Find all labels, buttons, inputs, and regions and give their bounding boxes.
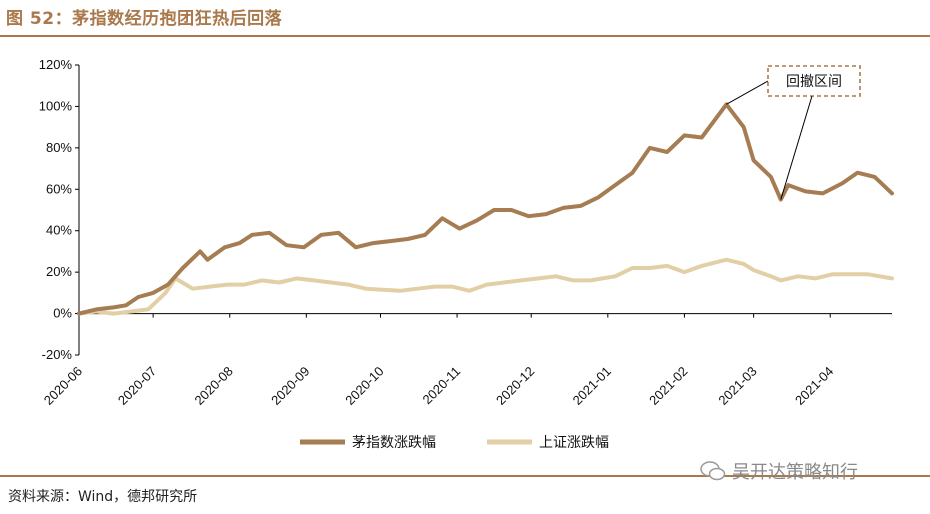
x-tick-label: 2021-02	[646, 364, 690, 408]
x-tick-label: 2021-01	[570, 364, 614, 408]
legend-label: 茅指数涨跌幅	[352, 435, 436, 451]
watermark-text: 吴开达策略知行	[732, 462, 858, 483]
x-tick-label: 2020-09	[268, 364, 312, 408]
legend-label: 上证涨跌幅	[539, 435, 609, 451]
source-note: 资料来源：Wind，德邦研究所	[8, 489, 198, 505]
y-tick-label: 100%	[39, 98, 73, 113]
y-tick-label: 120%	[39, 57, 73, 72]
x-tick-label: 2020-12	[493, 364, 537, 408]
x-tick-label: 2020-10	[342, 364, 386, 408]
wechat-icon	[700, 461, 726, 481]
x-tick-label: 2020-08	[192, 364, 236, 408]
x-tick-label: 2021-04	[792, 364, 836, 408]
annotation-leader-trough	[780, 95, 813, 200]
figure-title: 图 52：茅指数经历抱团狂热后回落	[6, 9, 283, 29]
y-tick-label: 40%	[46, 223, 72, 238]
chart-legend: 茅指数涨跌幅 上证涨跌幅	[300, 435, 609, 451]
x-tick-label: 2020-07	[115, 364, 159, 408]
annotation-label: 回撤区间	[786, 74, 842, 90]
series-line-mao-index	[77, 102, 894, 316]
y-tick-label: 0%	[53, 306, 72, 321]
chart-series	[77, 102, 894, 316]
watermark: 吴开达策略知行	[700, 458, 858, 484]
x-tick-label: 2020-11	[420, 364, 464, 408]
y-tick-label: 80%	[46, 140, 72, 155]
x-tick-label: 2020-06	[41, 364, 85, 408]
chart-axes: -20% 0% 20% 40% 60% 80% 100% 120% 2020-06 2020-07…	[39, 57, 892, 408]
y-tick-label: 20%	[46, 264, 72, 279]
series-line-shanghai	[77, 257, 894, 316]
top-rule	[0, 35, 930, 37]
y-tick-label: -20%	[42, 347, 73, 362]
annotation-leader-peak	[726, 80, 769, 105]
y-tick-label: 60%	[46, 181, 72, 196]
bottom-rule	[0, 475, 930, 477]
line-chart: -20% 0% 20% 40% 60% 80% 100% 120% 2020-06 2020-07…	[39, 57, 894, 451]
x-tick-label: 2021-03	[715, 364, 759, 408]
annotation-box	[767, 65, 861, 97]
chart-annotation: 回撤区间	[726, 65, 861, 200]
